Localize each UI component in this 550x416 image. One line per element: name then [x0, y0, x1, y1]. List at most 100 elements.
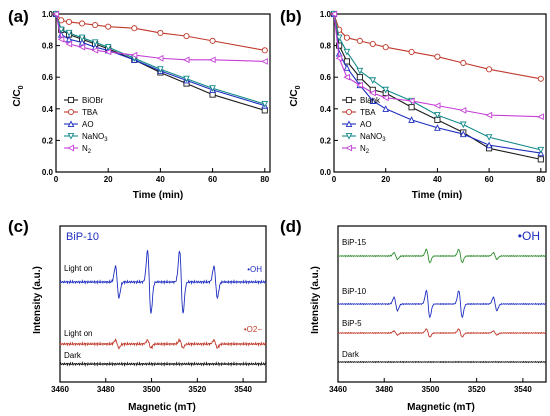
- d-trace-1: [337, 289, 547, 319]
- b-point: [485, 141, 493, 149]
- panel-d-plot: 3460 3480 3500 3520 3540 BiP-15 BiP-10 BiP-5 Dar…: [329, 225, 547, 394]
- a-point: [104, 48, 112, 56]
- b-point: [369, 77, 377, 84]
- panel-label-d: (d): [280, 217, 302, 236]
- b-xtick-label: 40: [433, 175, 442, 184]
- b-point: [460, 59, 467, 67]
- a-legend-label: NaNO3: [82, 132, 108, 143]
- b-legend-label: NaNO3: [360, 132, 386, 143]
- c-xtick-label: 3460: [51, 385, 69, 394]
- panel-c-ylabel: Intensity (a.u.): [32, 266, 43, 334]
- b-point: [369, 97, 377, 104]
- panel-label-a: (a): [8, 7, 29, 26]
- b-point: [486, 66, 493, 73]
- a-ytick-label: 0.2: [42, 136, 54, 145]
- b-point: [537, 113, 544, 121]
- a-point: [104, 44, 112, 51]
- a-legend-label: N2: [82, 144, 92, 155]
- b-ytick-label: 1.0: [320, 10, 332, 19]
- panel-d-xlabel: Magnetic (mT): [407, 402, 475, 413]
- b-point: [485, 134, 493, 141]
- c-xtick-label: 3480: [97, 385, 115, 394]
- b-point: [343, 73, 350, 81]
- a-point: [105, 23, 112, 30]
- d-trace-label: BiP-5: [342, 319, 362, 328]
- a-point: [91, 47, 99, 54]
- b-legend-label: AO: [360, 120, 372, 129]
- a-point: [57, 35, 65, 43]
- b-point: [356, 37, 363, 44]
- a-point: [78, 43, 86, 51]
- c-trace-1: [59, 337, 267, 350]
- a-point: [57, 26, 65, 34]
- a-point: [209, 85, 216, 92]
- b-legend-marker: [345, 96, 353, 104]
- d-trace-label: Dark: [342, 350, 360, 359]
- a-point: [78, 34, 86, 42]
- a-ytick-label: 0.6: [42, 73, 54, 82]
- b-legend-label: TBA: [360, 108, 376, 117]
- b-point: [382, 94, 389, 102]
- b-legend-marker: [345, 108, 353, 116]
- a-legend-marker: [67, 132, 75, 140]
- c-title: BiP-10: [66, 231, 99, 243]
- d-xtick-label: 3460: [329, 385, 347, 394]
- a-point: [183, 33, 190, 40]
- a-point: [131, 25, 138, 32]
- a-point: [261, 47, 268, 54]
- b-point: [408, 116, 415, 123]
- a-legend-label: AO: [82, 120, 94, 129]
- a-ytick-label: 0.4: [42, 105, 54, 114]
- d-xtick-label: 3520: [468, 385, 486, 394]
- b-xtick-label: 0: [332, 175, 337, 184]
- panel-label-c: (c): [8, 217, 29, 236]
- a-point: [52, 10, 60, 18]
- d-title: •OH: [518, 229, 540, 243]
- b-point: [336, 42, 343, 49]
- a-xtick-label: 0: [54, 175, 59, 184]
- a-xtick-label: 20: [104, 175, 113, 184]
- a-ytick-label: 0.8: [42, 42, 54, 51]
- panel-a-xlabel: Time (min): [133, 190, 183, 201]
- a-xtick-label: 80: [260, 175, 269, 184]
- d-trace-label: BiP-15: [342, 238, 367, 247]
- b-point: [407, 97, 415, 105]
- a-xtick-label: 40: [156, 175, 165, 184]
- b-point: [537, 156, 544, 163]
- c-xtick-label: 3520: [188, 385, 206, 394]
- b-xtick-label: 60: [485, 175, 494, 184]
- a-legend-marker: [67, 120, 75, 128]
- a-point: [130, 51, 138, 59]
- panel-b-xlabel: Time (min): [412, 190, 462, 201]
- b-ytick-label: 0.0: [320, 168, 332, 177]
- c-trace-0: [59, 250, 267, 314]
- b-point: [343, 58, 350, 65]
- a-point: [157, 66, 164, 73]
- a-legend-label: TBA: [82, 108, 98, 117]
- panel-d-ylabel: Intensity (a.u.): [310, 266, 321, 334]
- b-point: [356, 67, 364, 75]
- b-point: [408, 104, 415, 111]
- a-point: [92, 22, 99, 29]
- b-point: [485, 111, 493, 119]
- a-point: [208, 56, 216, 64]
- a-point: [261, 58, 268, 65]
- a-series-line-4: [55, 13, 265, 62]
- c-trace-label: Light on: [64, 329, 92, 338]
- b-point: [335, 54, 343, 62]
- c-trace-label: Light on: [64, 264, 92, 273]
- b-point: [382, 44, 389, 51]
- a-point: [79, 20, 86, 27]
- b-legend-label: Blank: [360, 96, 381, 105]
- panel-a-ylabel: C/C0: [12, 85, 25, 106]
- b-point: [434, 53, 441, 60]
- a-xtick-label: 60: [208, 175, 217, 184]
- panel-a-plot: 0 20 40 60 80 0.0 0.2 0.4 0.6 0.8 1.0 BiOBr TBA AO NaN…: [42, 10, 271, 184]
- b-point: [459, 107, 467, 114]
- panel-label-b: (b): [280, 7, 302, 26]
- b-point: [382, 105, 390, 112]
- b-point: [343, 48, 351, 56]
- a-point: [261, 101, 269, 108]
- a-legend-marker: [67, 108, 75, 116]
